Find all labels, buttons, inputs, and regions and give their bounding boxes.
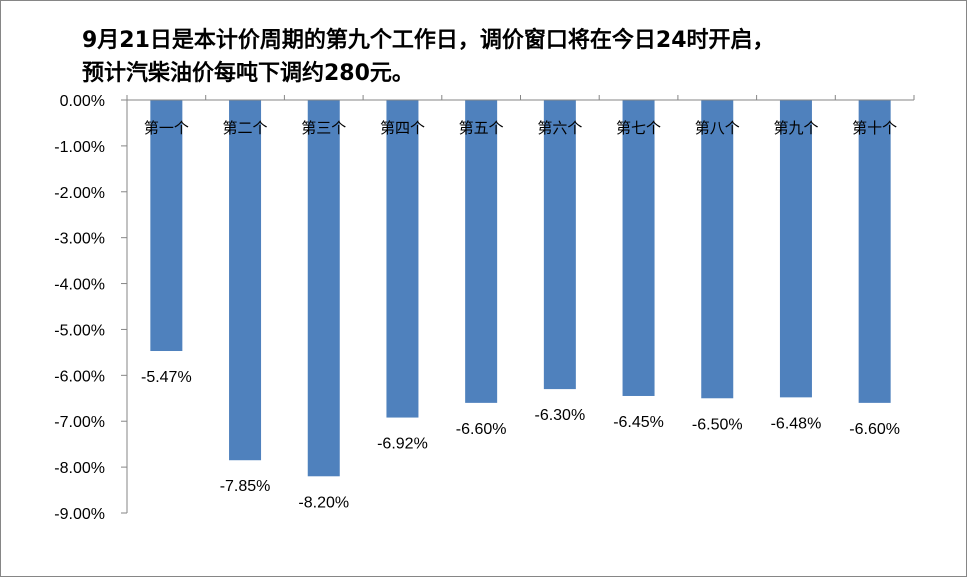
data-label-10: -6.60% [849, 421, 900, 438]
y-tick-label: -3.00% [54, 231, 105, 248]
data-label-3: -8.20% [298, 494, 349, 511]
bar-6 [543, 100, 576, 390]
y-tick-label: -2.00% [54, 185, 105, 202]
y-tick-label: -5.00% [54, 322, 105, 339]
bar-8 [701, 100, 734, 399]
chart-title: 9月21日是本计价周期的第九个工作日，调价窗口将在今日24时开启， 预计汽柴油价… [82, 24, 942, 90]
data-label-7: -6.45% [613, 414, 664, 431]
bar-5 [465, 100, 498, 403]
category-label-1: 第一个 [144, 119, 189, 137]
category-label-4: 第四个 [380, 119, 425, 137]
data-label-6: -6.30% [534, 407, 585, 424]
category-label-9: 第九个 [773, 119, 818, 137]
y-tick-label: -9.00% [54, 506, 105, 523]
bar-4 [386, 100, 419, 418]
bar-7 [622, 100, 655, 396]
data-label-1: -5.47% [141, 369, 192, 386]
category-label-6: 第六个 [537, 119, 582, 137]
chart-title-line-1: 9月21日是本计价周期的第九个工作日，调价窗口将在今日24时开启， [82, 28, 775, 53]
category-label-5: 第五个 [459, 119, 504, 137]
category-label-10: 第十个 [852, 119, 897, 137]
bars-layer [150, 100, 891, 477]
bar-10 [858, 100, 891, 403]
category-label-3: 第三个 [301, 119, 346, 137]
y-tick-label: -4.00% [54, 277, 105, 294]
data-label-8: -6.50% [692, 416, 743, 433]
bar-2 [229, 100, 262, 461]
chart-title-line-2: 预计汽柴油价每吨下调约280元。 [82, 61, 414, 86]
y-tick-label: -8.00% [54, 460, 105, 477]
data-label-2: -7.85% [220, 478, 271, 495]
data-label-5: -6.60% [456, 421, 507, 438]
data-label-9: -6.48% [771, 415, 822, 432]
axes-layer [121, 95, 915, 514]
category-label-7: 第七个 [616, 119, 661, 137]
data-label-4: -6.92% [377, 436, 428, 453]
y-tick-label: -1.00% [54, 139, 105, 156]
y-tick-label: -6.00% [54, 368, 105, 385]
labels-layer: 0.00% -1.00% -2.00% -3.00% -4.00% -5.00% -6.00… [54, 93, 900, 523]
bar-3 [307, 100, 340, 477]
category-label-8: 第八个 [695, 119, 740, 137]
y-tick-label: -7.00% [54, 414, 105, 431]
y-tick-label: 0.00% [60, 93, 105, 110]
category-label-2: 第二个 [223, 119, 268, 137]
bar-1 [150, 100, 183, 352]
bar-9 [779, 100, 812, 398]
